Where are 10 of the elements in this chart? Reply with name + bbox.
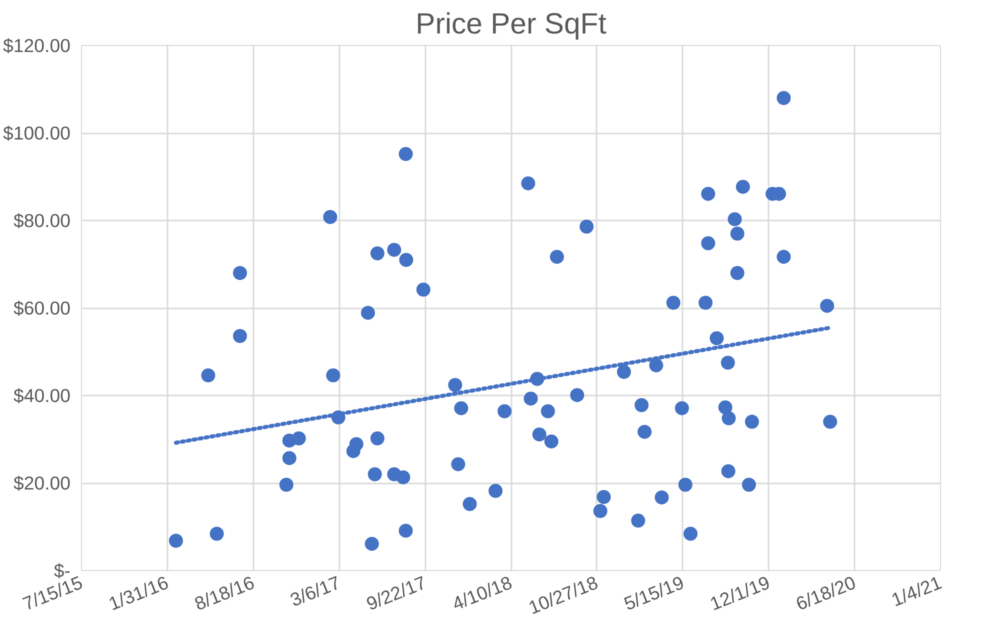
y-tick-label: $100.00 (3, 122, 71, 144)
y-tick-label: $40.00 (13, 385, 70, 406)
y-tick-label: $20.00 (13, 472, 70, 494)
y-tick-label: $- (54, 560, 71, 581)
chart-title: Price Per SqFt (416, 8, 606, 40)
y-tick-label: $60.00 (13, 298, 70, 318)
y-tick-label: $80.00 (13, 210, 70, 231)
x-tick-label: 3/6/17 (287, 572, 344, 610)
y-tick-label: $120.00 (3, 35, 71, 56)
x-tick-label: 1/4/21 (888, 572, 944, 610)
